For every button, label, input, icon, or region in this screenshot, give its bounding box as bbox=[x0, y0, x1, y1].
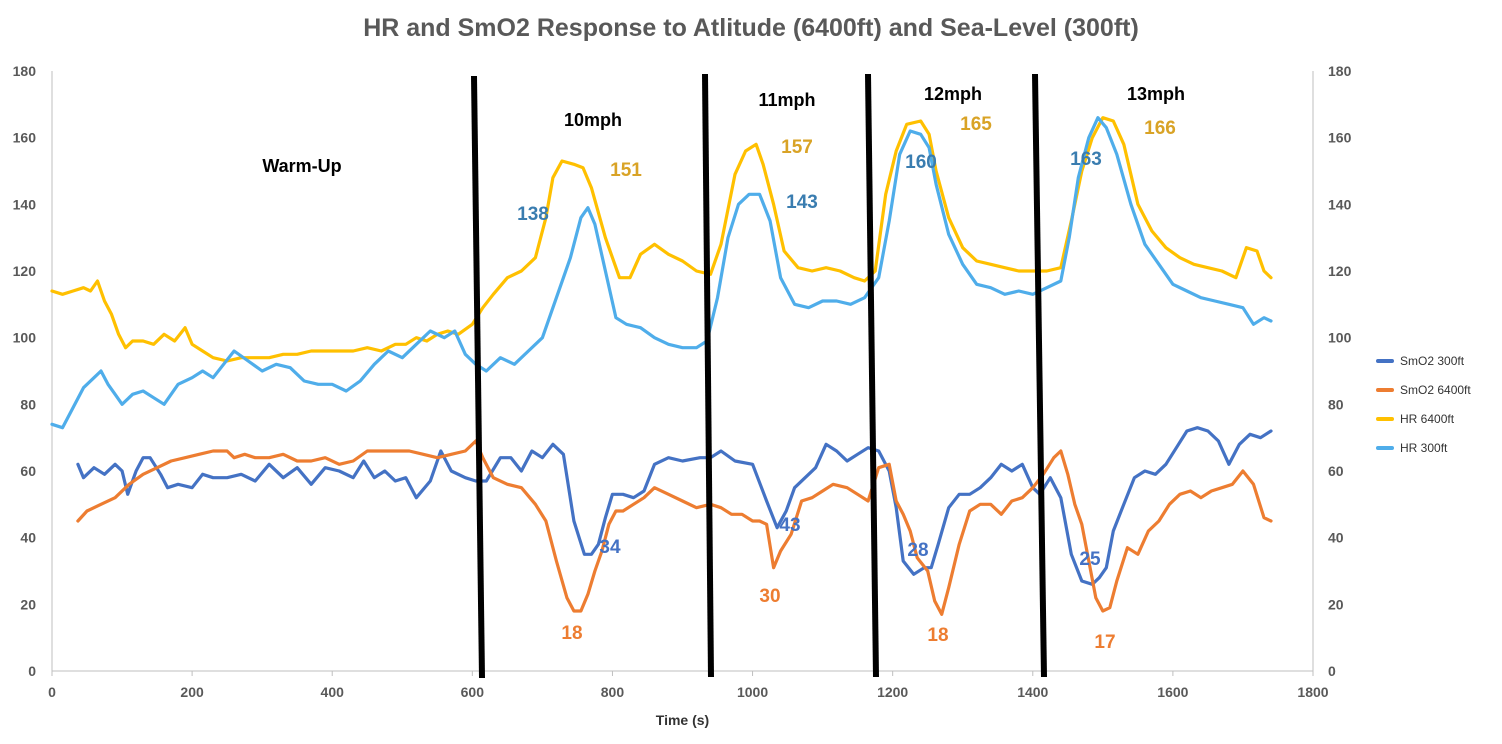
stage-dividers bbox=[471, 73, 1047, 679]
x-tick-label: 1200 bbox=[877, 684, 908, 700]
stage-label: 10mph bbox=[564, 110, 622, 130]
x-axis-title: Time (s) bbox=[656, 712, 709, 728]
peak-label: 25 bbox=[1079, 549, 1101, 570]
peak-label: 138 bbox=[517, 204, 549, 225]
y2-tick-label: 60 bbox=[1328, 463, 1344, 479]
legend-swatch bbox=[1376, 416, 1394, 421]
legend-swatch bbox=[1376, 445, 1394, 450]
y2-tick-label: 140 bbox=[1328, 196, 1352, 212]
y-tick-label: 60 bbox=[20, 463, 36, 479]
y-tick-label: 140 bbox=[13, 196, 37, 212]
stage-divider-line bbox=[1032, 73, 1047, 678]
y2-tick-label: 80 bbox=[1328, 396, 1344, 412]
y2-tick-label: 100 bbox=[1328, 330, 1352, 346]
peak-label: 157 bbox=[781, 137, 813, 158]
x-tick-label: 0 bbox=[48, 684, 56, 700]
legend-item: SmO2 300ft bbox=[1376, 346, 1471, 375]
annotations: Warm-Up 10mph 11mph 12mph 13mph 138 151 157 143 1… bbox=[262, 84, 1185, 653]
series-line-hr-300ft bbox=[50, 116, 1273, 430]
chart-title: HR and SmO2 Response to Atlitude (6400ft… bbox=[363, 14, 1139, 42]
x-tick-label: 800 bbox=[601, 684, 625, 700]
x-tick-label: 1600 bbox=[1157, 684, 1188, 700]
series-lines bbox=[50, 116, 1273, 616]
y-tick-label: 120 bbox=[13, 263, 37, 279]
legend-label: SmO2 300ft bbox=[1400, 353, 1465, 368]
legend-label: HR 6400ft bbox=[1400, 411, 1455, 426]
y2-tick-label: 20 bbox=[1328, 596, 1344, 612]
peak-label: 143 bbox=[786, 192, 818, 213]
legend-label: SmO2 6400ft bbox=[1400, 382, 1471, 397]
x-tick-label: 1400 bbox=[1017, 684, 1048, 700]
y-tick-label: 100 bbox=[13, 330, 37, 346]
y-tick-label: 80 bbox=[20, 396, 36, 412]
legend-swatch bbox=[1376, 387, 1394, 392]
peak-label: 30 bbox=[759, 586, 780, 607]
peak-label: 34 bbox=[599, 537, 621, 558]
peak-label: 160 bbox=[905, 152, 937, 173]
peak-label: 163 bbox=[1070, 149, 1102, 170]
stage-divider-line bbox=[865, 73, 879, 678]
y2-tick-label: 120 bbox=[1328, 263, 1352, 279]
peak-label: 18 bbox=[561, 623, 582, 644]
peak-label: 18 bbox=[927, 625, 948, 646]
stage-label: Warm-Up bbox=[262, 156, 341, 176]
peak-label: 17 bbox=[1094, 632, 1115, 653]
y-tick-label: 160 bbox=[13, 130, 37, 146]
peak-label: 165 bbox=[960, 114, 992, 135]
legend: SmO2 300ft SmO2 6400ft HR 6400ft HR 300ft bbox=[1376, 346, 1471, 462]
legend-swatch bbox=[1376, 358, 1394, 363]
legend-label: HR 300ft bbox=[1400, 440, 1448, 455]
series-line-smo2-6400ft bbox=[76, 439, 1273, 616]
x-tick-label: 400 bbox=[321, 684, 345, 700]
peak-label: 43 bbox=[779, 515, 800, 536]
y-tick-label: 0 bbox=[28, 663, 36, 679]
x-tick-label: 600 bbox=[461, 684, 485, 700]
stage-divider-line bbox=[471, 75, 485, 679]
stage-divider-line bbox=[702, 73, 714, 678]
y-tick-label: 180 bbox=[13, 63, 37, 79]
peak-label: 166 bbox=[1144, 118, 1176, 139]
x-tick-label: 1000 bbox=[737, 684, 768, 700]
stage-label: 11mph bbox=[758, 90, 815, 110]
series-line-hr-6400ft bbox=[50, 116, 1273, 363]
y2-tick-label: 160 bbox=[1328, 130, 1352, 146]
stage-label: 13mph bbox=[1127, 84, 1185, 104]
stage-label: 12mph bbox=[924, 84, 982, 104]
peak-label: 151 bbox=[610, 160, 642, 181]
y2-tick-label: 0 bbox=[1328, 663, 1336, 679]
y2-tick-label: 40 bbox=[1328, 530, 1344, 546]
axes: 0204060801001201401601800204060801001201… bbox=[13, 63, 1352, 728]
peak-label: 28 bbox=[907, 540, 928, 561]
y2-tick-label: 180 bbox=[1328, 63, 1352, 79]
x-tick-label: 1800 bbox=[1297, 684, 1328, 700]
legend-item: SmO2 6400ft bbox=[1376, 375, 1471, 404]
legend-item: HR 6400ft bbox=[1376, 404, 1471, 433]
y-tick-label: 40 bbox=[20, 530, 36, 546]
x-tick-label: 200 bbox=[180, 684, 204, 700]
y-tick-label: 20 bbox=[20, 596, 36, 612]
series-line-smo2-300ft bbox=[76, 426, 1273, 586]
legend-item: HR 300ft bbox=[1376, 433, 1471, 462]
